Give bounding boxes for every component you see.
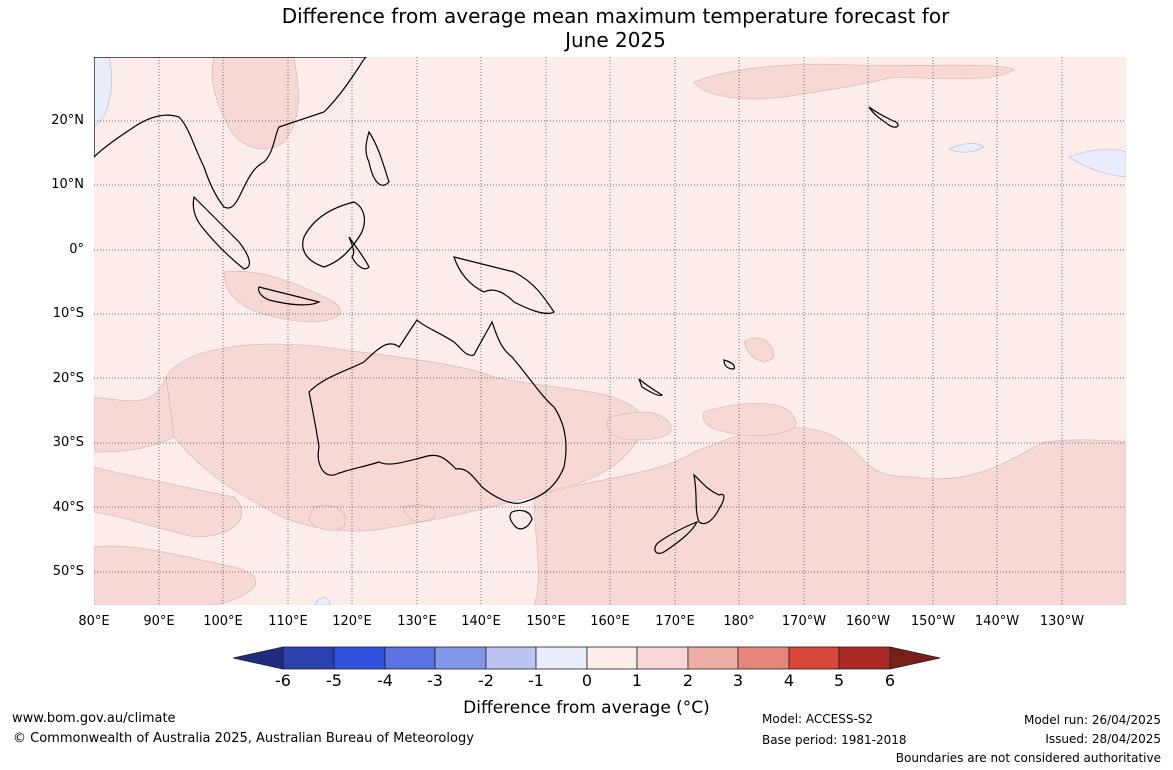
colorbar-tick-label: -4 xyxy=(377,671,393,690)
java-coastline xyxy=(257,286,321,306)
footer-model: Model: ACCESS-S2 xyxy=(762,712,874,726)
title-line-1: Difference from average mean maximum tem… xyxy=(281,4,950,28)
colorbar-segment xyxy=(636,646,689,670)
colorbar-segment xyxy=(788,646,840,670)
fiji-coastline xyxy=(723,359,736,370)
map-gridlines xyxy=(94,57,1126,605)
lat-label-30s: 30°S xyxy=(52,435,84,450)
lon-label-130w: 130°W xyxy=(1039,614,1085,629)
sumatra-coastline xyxy=(192,195,251,270)
lon-label-120e: 120°E xyxy=(332,614,372,629)
colorbar-tick-label: 1 xyxy=(631,671,643,690)
colorbar-tick-label: 2 xyxy=(682,671,694,690)
philippines-coastline xyxy=(365,130,390,186)
lon-label-150e: 150°E xyxy=(526,614,566,629)
lon-label-80e: 80°E xyxy=(78,614,110,629)
borneo-coastline xyxy=(302,201,366,268)
new-zealand-north-coastline xyxy=(693,473,725,525)
lon-label-130e: 130°E xyxy=(397,614,437,629)
colorbar-segment-high xyxy=(889,646,941,670)
colorbar-segment xyxy=(282,646,335,670)
colorbar-tick-label: -1 xyxy=(528,671,544,690)
footer-url: www.bom.gov.au/climate xyxy=(12,711,176,726)
colorbar-tick-label: -2 xyxy=(478,671,494,690)
lon-label-140e: 140°E xyxy=(461,614,501,629)
hawaii-coastline xyxy=(868,106,899,128)
tasmania-coastline xyxy=(509,509,533,530)
forecast-map xyxy=(94,57,1126,605)
footer-boundaries-note: Boundaries are not considered authoritat… xyxy=(895,751,1161,765)
chart-title: Difference from average mean maximum tem… xyxy=(0,4,1173,52)
colorbar xyxy=(233,646,941,670)
colorbar-tick-label: 4 xyxy=(783,671,795,690)
lat-label-0: 0° xyxy=(69,242,84,257)
colorbar-segment xyxy=(434,646,487,670)
anomaly-1-2-regions xyxy=(94,57,1126,605)
anomaly-neg-regions xyxy=(94,57,1126,605)
colorbar-tick-label: -5 xyxy=(326,671,342,690)
colorbar-segment xyxy=(485,646,537,670)
lat-label-20s: 20°S xyxy=(52,371,84,386)
new-zealand-south-coastline xyxy=(654,520,699,554)
lon-label-180: 180° xyxy=(723,614,755,629)
colorbar-segment xyxy=(687,646,739,670)
lon-label-160w: 160°W xyxy=(845,614,891,629)
new-guinea-coastline xyxy=(453,256,555,314)
colorbar-segment-low xyxy=(233,646,284,670)
colorbar-tick-label: 0 xyxy=(581,671,593,690)
colorbar-segment xyxy=(535,646,588,670)
coastlines xyxy=(94,57,899,554)
lon-label-90e: 90°E xyxy=(143,614,175,629)
colorbar-tick-label: -6 xyxy=(275,671,291,690)
lon-label-140w: 140°W xyxy=(974,614,1020,629)
colorbar-segment xyxy=(586,646,638,670)
lat-label-10n: 10°N xyxy=(51,177,84,192)
lon-label-100e: 100°E xyxy=(203,614,243,629)
footer-model-run: Model run: 26/04/2025 xyxy=(1023,713,1161,727)
sulawesi-coastline xyxy=(348,236,370,270)
lon-label-160e: 160°E xyxy=(590,614,630,629)
footer-copyright: © Commonwealth of Australia 2025, Austra… xyxy=(13,731,474,746)
lat-label-50s: 50°S xyxy=(52,564,84,579)
colorbar-segment xyxy=(838,646,891,670)
colorbar-tick-label: -3 xyxy=(427,671,443,690)
colorbar-tick-label: 3 xyxy=(732,671,744,690)
colorbar-segment xyxy=(737,646,790,670)
colorbar-segment xyxy=(333,646,386,670)
lat-label-10s: 10°S xyxy=(52,306,84,321)
colorbar-tick-label: 6 xyxy=(884,671,896,690)
colorbar-segment xyxy=(384,646,436,670)
colorbar-title: Difference from average (°C) xyxy=(463,698,710,718)
asia-mainland-coastline xyxy=(94,57,367,209)
australia-coastline xyxy=(308,319,567,504)
footer-issued: Issued: 28/04/2025 xyxy=(1045,732,1161,746)
lon-label-170w: 170°W xyxy=(781,614,827,629)
new-caledonia-coastline xyxy=(638,378,664,397)
lat-label-20n: 20°N xyxy=(51,113,84,128)
lon-label-110e: 110°E xyxy=(268,614,308,629)
lat-label-40s: 40°S xyxy=(52,500,84,515)
lon-label-150w: 150°W xyxy=(910,614,956,629)
colorbar-tick-label: 5 xyxy=(833,671,845,690)
footer-base-period: Base period: 1981-2018 xyxy=(762,733,907,747)
lon-label-170e: 170°E xyxy=(655,614,695,629)
title-line-2: June 2025 xyxy=(565,28,666,52)
